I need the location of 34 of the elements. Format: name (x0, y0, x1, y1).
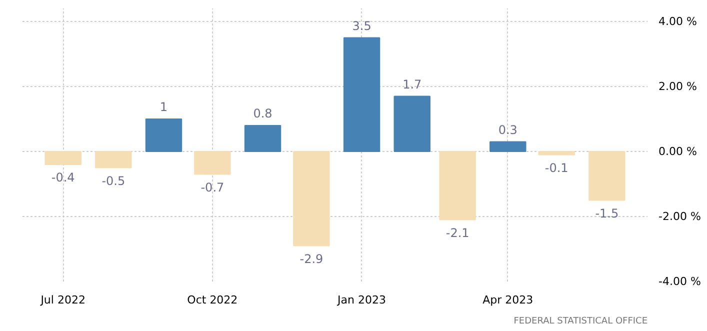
y-tick-label: 0.00 % (658, 145, 697, 158)
data-label: -0.5 (102, 174, 126, 188)
bar (343, 37, 380, 152)
y-tick-label: 2.00 % (658, 80, 697, 93)
x-tick-label: Jan 2023 (336, 294, 386, 306)
data-label: -0.1 (544, 160, 568, 175)
data-label: 0.8 (253, 106, 272, 120)
data-label: 3.5 (352, 18, 372, 33)
data-label: 1.7 (402, 77, 422, 92)
y-tick-label: -4.00 % (658, 275, 701, 288)
y-tick-label: -2.00 % (658, 210, 701, 223)
bar (145, 118, 182, 152)
bar (95, 151, 132, 168)
data-label: -1.5 (595, 206, 619, 220)
data-label: 1 (160, 100, 168, 114)
bar (490, 141, 526, 152)
bar (244, 125, 282, 152)
bar (439, 151, 476, 220)
data-label: -2.1 (446, 226, 470, 240)
bar (394, 96, 430, 152)
x-tick-label: Oct 2022 (187, 294, 238, 306)
bar (44, 151, 82, 165)
x-tick-label: Jul 2022 (40, 294, 86, 306)
data-label: -2.9 (300, 252, 324, 266)
data-label: -0.7 (200, 180, 224, 194)
bar (538, 151, 575, 156)
bar (293, 151, 330, 246)
y-tick-label: 4.00 % (658, 15, 697, 28)
bar (588, 151, 626, 201)
x-tick-label: Apr 2023 (482, 294, 534, 306)
bar (194, 151, 231, 175)
data-label: -0.4 (51, 170, 75, 184)
text: FEDERAL STATISTICAL OFFICE (514, 316, 648, 326)
data-label: 0.3 (498, 122, 518, 137)
